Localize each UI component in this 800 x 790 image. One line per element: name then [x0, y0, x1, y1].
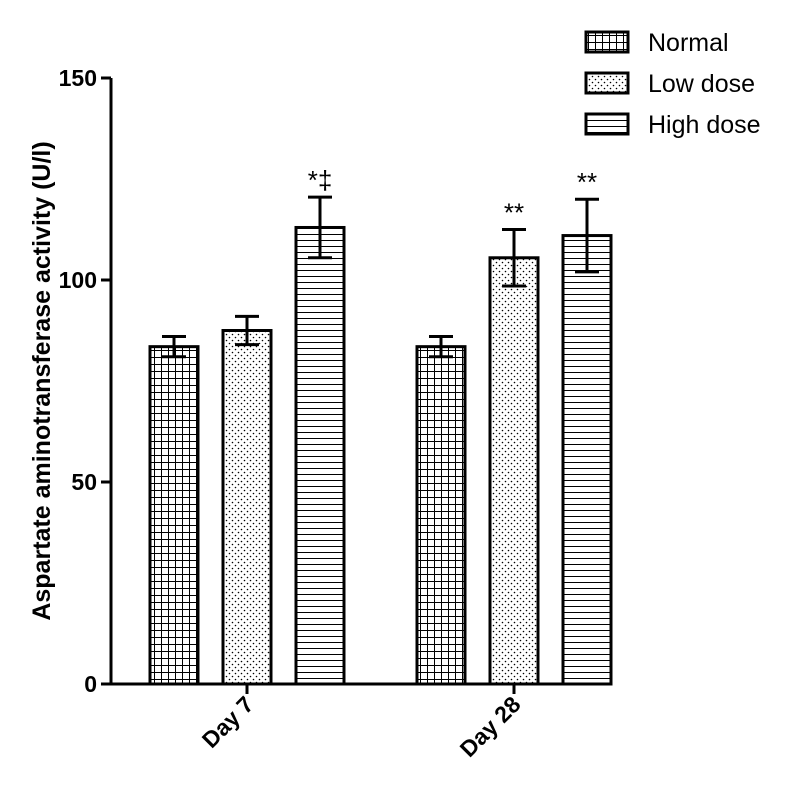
legend-label: Low dose — [648, 70, 755, 98]
bar-high-dose — [561, 234, 613, 686]
y-tick-label: 100 — [59, 267, 97, 293]
legend-swatch-high-dose — [584, 112, 630, 136]
x-tick-label: Day 7 — [197, 691, 259, 753]
bar-normal — [148, 345, 200, 686]
bar-high-dose — [294, 225, 346, 686]
significance-label: ** — [577, 167, 597, 197]
y-tick-label: 50 — [71, 469, 97, 495]
y-tick-label: 150 — [59, 65, 97, 91]
significance-label: ** — [504, 198, 524, 228]
bar-low-dose — [488, 256, 540, 686]
y-axis-label: Aspartate aminotransferase activity (U/l… — [28, 141, 56, 620]
x-tick-label: Day 28 — [455, 691, 526, 762]
significance-label: *‡ — [308, 165, 333, 195]
bar-low-dose — [221, 329, 273, 686]
y-tick-label: 0 — [84, 671, 97, 697]
legend-label: Normal — [648, 29, 729, 57]
legend-swatch-low-dose — [584, 71, 630, 95]
bar-normal — [415, 345, 467, 686]
legend-swatch-normal — [584, 30, 630, 54]
legend-label: High dose — [648, 111, 761, 139]
